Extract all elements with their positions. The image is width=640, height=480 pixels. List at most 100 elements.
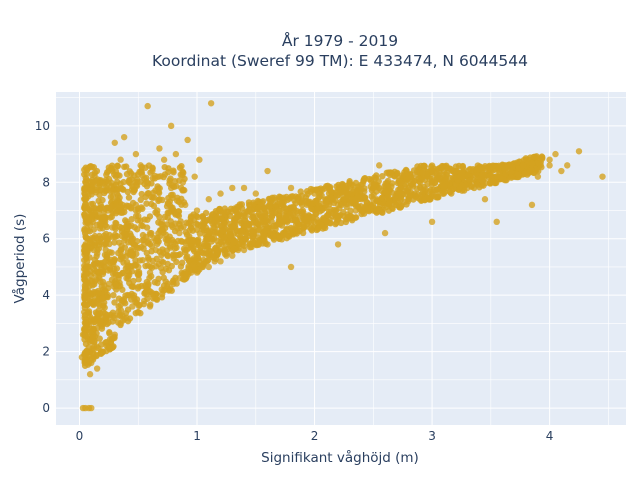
x-axis-label: Signifikant våghöjd (m)	[261, 449, 419, 466]
scatter-point	[410, 181, 417, 188]
x-tick-label: 0	[76, 429, 84, 443]
chart-title: År 1979 - 2019 Koordinat (Sweref 99 TM):…	[152, 31, 528, 70]
scatter-point	[419, 188, 427, 195]
scatter-point	[375, 178, 382, 185]
scatter-point	[173, 197, 181, 204]
scatter-point	[279, 201, 287, 209]
scatter-point	[307, 185, 315, 193]
scatter-point	[119, 269, 127, 277]
scatter-point	[270, 222, 277, 230]
scatter-point	[183, 231, 191, 239]
scatter-point	[84, 263, 92, 270]
scatter-point	[397, 203, 405, 210]
scatter-point	[434, 186, 441, 193]
scatter-point	[142, 164, 149, 171]
scatter-point	[111, 239, 118, 246]
scatter-point	[137, 178, 144, 185]
scatter-point	[85, 308, 93, 315]
scatter-point	[436, 164, 444, 172]
scatter-point	[132, 256, 139, 264]
scatter-point	[127, 204, 135, 211]
scatter-point	[276, 218, 283, 226]
scatter-point	[181, 187, 188, 194]
scatter-point	[333, 219, 340, 227]
scatter-point	[119, 253, 126, 260]
scatter-point	[469, 176, 477, 183]
scatter-point	[261, 227, 269, 234]
scatter-point	[106, 248, 113, 256]
scatter-point	[156, 145, 163, 152]
scatter-point	[90, 318, 97, 326]
scatter-point	[315, 219, 322, 226]
scatter-point	[136, 301, 143, 309]
scatter-point	[255, 234, 262, 241]
scatter-point	[173, 258, 180, 266]
scatter-point	[308, 225, 315, 233]
scatter-point	[114, 171, 121, 179]
scatter-point	[184, 253, 191, 260]
scatter-point	[102, 314, 109, 321]
scatter-point	[209, 210, 217, 218]
scatter-point	[120, 178, 127, 186]
scatter-point	[490, 178, 497, 185]
scatter-point	[216, 205, 223, 213]
scatter-point	[159, 246, 166, 253]
scatter-point	[143, 178, 150, 185]
scatter-point	[170, 169, 177, 176]
scatter-point	[99, 294, 106, 302]
scatter-point	[82, 316, 90, 323]
scatter-point	[299, 229, 307, 237]
scatter-point	[325, 211, 332, 218]
chart-title-line1: År 1979 - 2019	[282, 31, 398, 50]
scatter-point	[125, 272, 133, 279]
scatter-point	[154, 279, 161, 287]
scatter-point	[105, 179, 112, 187]
scatter-point	[111, 314, 118, 322]
scatter-point	[507, 168, 515, 176]
scatter-point	[334, 241, 342, 248]
scatter-point	[546, 156, 553, 163]
scatter-point	[102, 339, 109, 346]
scatter-point	[599, 173, 606, 180]
scatter-point	[487, 172, 494, 180]
scatter-point	[114, 319, 122, 326]
scatter-point	[111, 139, 118, 146]
scatter-point	[159, 226, 166, 234]
scatter-point	[108, 276, 116, 283]
scatter-point	[137, 310, 144, 317]
scatter-point	[82, 178, 89, 186]
scatter-point	[226, 232, 234, 239]
y-axis-label: Vågperiod (s)	[11, 214, 28, 304]
y-tick-label: 4	[42, 288, 50, 302]
scatter-point	[178, 201, 185, 208]
scatter-point	[217, 190, 224, 197]
scatter-point	[172, 211, 179, 218]
scatter-point	[501, 165, 508, 172]
scatter-point	[160, 156, 168, 163]
scatter-point	[121, 300, 129, 307]
x-tick-label: 4	[546, 429, 554, 443]
scatter-point	[217, 258, 224, 265]
scatter-point	[296, 214, 304, 222]
scatter-point	[196, 230, 204, 237]
scatter-point	[206, 216, 213, 223]
scatter-point	[118, 232, 125, 240]
scatter-point	[337, 189, 344, 196]
scatter-point	[131, 262, 139, 269]
scatter-point	[378, 194, 386, 202]
scatter-point	[205, 263, 212, 271]
scatter-point	[102, 347, 110, 355]
scatter-point	[297, 208, 305, 215]
scatter-point	[189, 227, 196, 234]
scatter-point	[558, 167, 565, 175]
scatter-point	[415, 175, 422, 183]
scatter-point	[165, 209, 173, 217]
scatter-point	[231, 206, 239, 214]
scatter-point	[94, 310, 101, 318]
scatter-point	[95, 344, 102, 352]
x-tick-labels: 0 1 2 3 4	[76, 429, 554, 443]
scatter-point	[172, 150, 180, 158]
scatter-point	[191, 173, 198, 180]
scatter-point	[466, 166, 473, 174]
scatter-point	[478, 172, 486, 179]
